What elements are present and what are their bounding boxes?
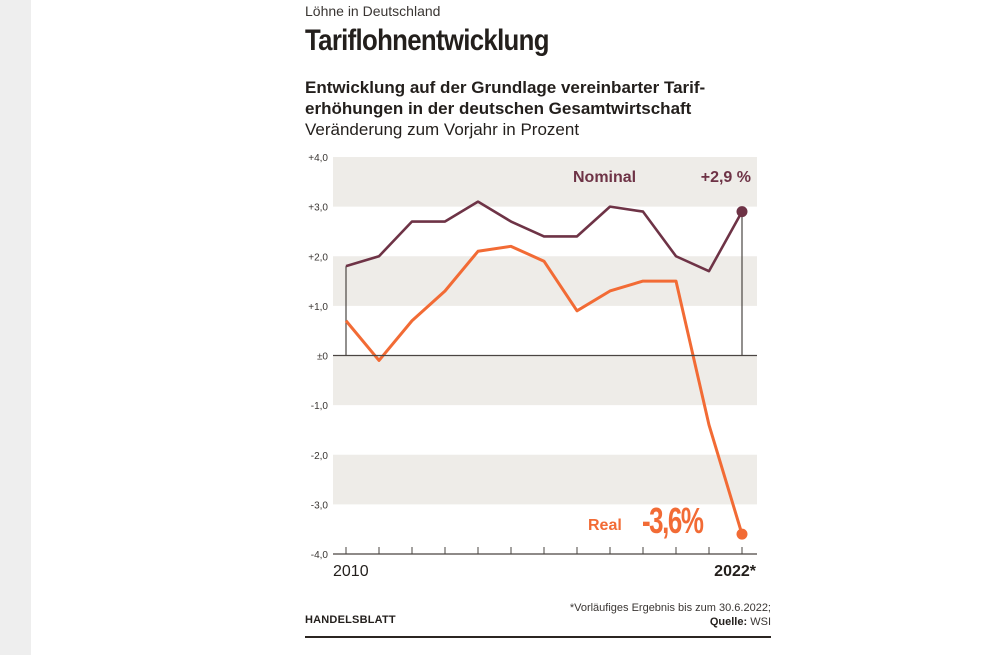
subtitle-line-1: Entwicklung auf der Grundlage vereinbart… <box>305 78 706 97</box>
series-labels: Nominal +2,9 % Real -3,6% <box>573 169 751 541</box>
y-axis-labels: +4,0 +3,0 +2,0 +1,0 ±0 -1,0 -2,0 -3,0 -4,0 <box>308 153 328 561</box>
y-tick-label: +4,0 <box>308 153 328 164</box>
kicker: Löhne in Deutschland <box>305 3 441 19</box>
x-tick-label: 2010 <box>333 563 369 580</box>
grid-band <box>333 157 757 207</box>
line-chart: +4,0+3,0+2,0+1,0±0-1,0-2,0-3,0-4,0 2010 2… <box>308 153 757 580</box>
infographic: Löhne in Deutschland Tariflohnentwicklun… <box>305 0 771 655</box>
y-tick-label: -4,0 <box>311 550 329 561</box>
page-left-margin <box>0 0 31 655</box>
nominal-series-name: Nominal <box>573 169 636 186</box>
y-tick-label: +2,0 <box>308 252 328 263</box>
chart-subtitle: Entwicklung auf der Grundlage vereinbart… <box>305 77 775 119</box>
chart-title: Tariflohnentwicklung <box>305 24 549 57</box>
footnote: *Vorläufiges Ergebnis bis zum 30.6.2022;… <box>570 601 771 629</box>
nominal-series-line <box>345 200 744 273</box>
real-end-value: -3,6% <box>642 501 704 541</box>
y-tick-label: -1,0 <box>311 401 329 412</box>
publisher-brand: HANDELSBLATT <box>305 614 396 626</box>
footnote-text: *Vorläufiges Ergebnis bis zum 30.6.2022; <box>569 602 771 614</box>
real-series-name: Real <box>588 517 622 534</box>
y-tick-label: ±0 <box>317 352 328 363</box>
grid-band <box>333 355 757 406</box>
y-tick-label: -2,0 <box>311 451 329 462</box>
source-label: Quelle: <box>709 616 748 628</box>
source-value: WSI <box>750 616 771 628</box>
unit-label: Veränderung zum Vorjahr in Prozent <box>305 120 580 139</box>
background-bands <box>333 157 757 505</box>
y-tick-label: -3,0 <box>311 500 329 511</box>
grid-band <box>333 454 757 505</box>
real-end-point <box>736 528 748 540</box>
footer-rule <box>305 636 771 638</box>
y-tick-label: +1,0 <box>308 302 328 313</box>
nominal-end-value: +2,9 % <box>701 169 751 186</box>
x-axis: 2010 2022* <box>333 354 757 580</box>
real-series-line <box>344 244 744 535</box>
series-lines <box>344 200 748 540</box>
x-tick-label: 2022* <box>714 563 757 580</box>
subtitle-line-2: erhöhungen in der deutschen Gesamtwirtsc… <box>305 99 692 118</box>
y-tick-label: +3,0 <box>308 203 328 214</box>
source-line: Quelle: WSI <box>570 615 771 629</box>
nominal-end-point <box>736 206 748 218</box>
